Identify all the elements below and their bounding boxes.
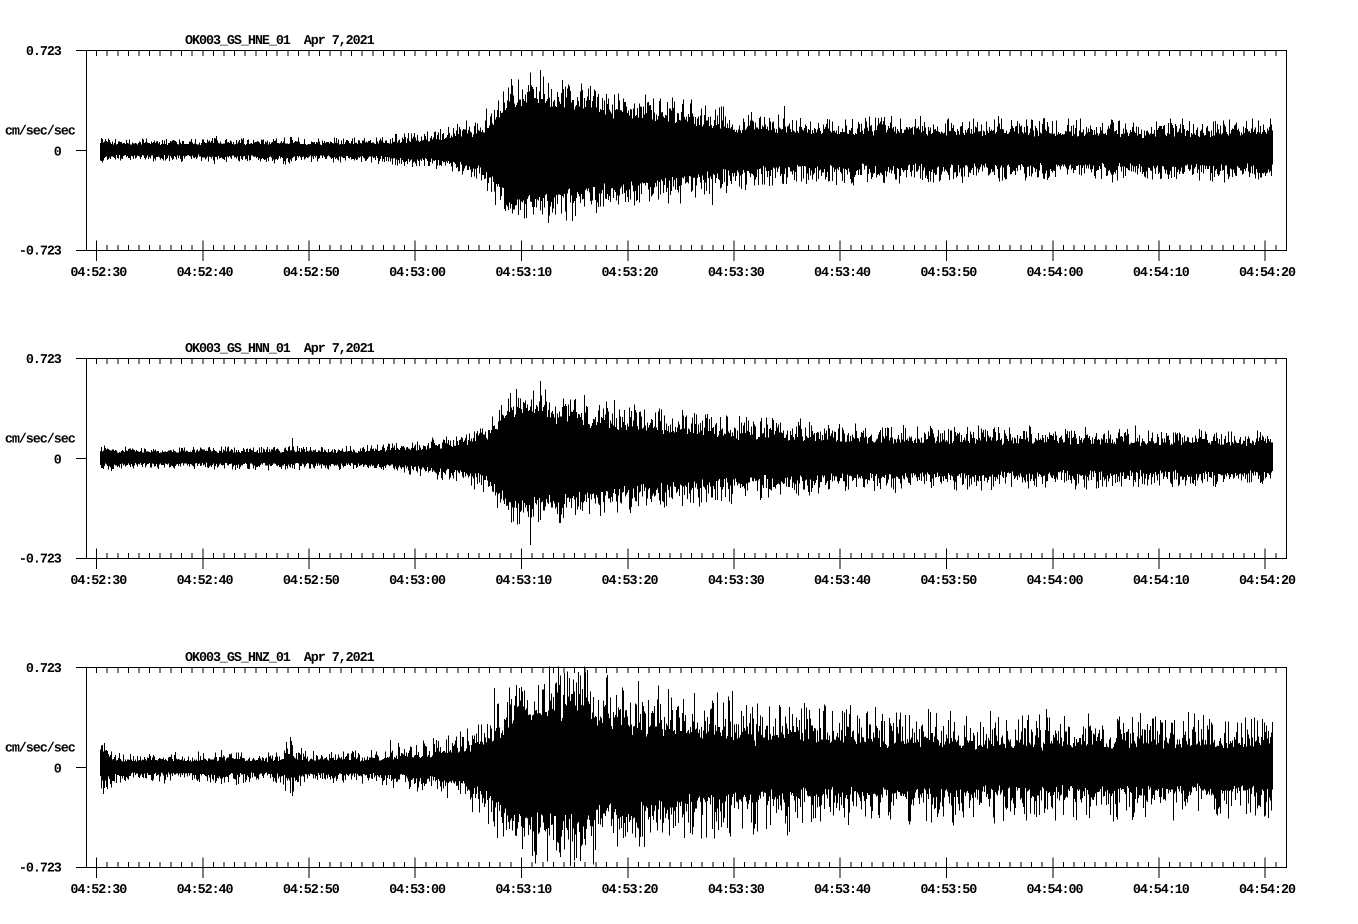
svg-text:cm/sec/sec: cm/sec/sec: [5, 742, 76, 757]
svg-text:-0.723: -0.723: [19, 862, 62, 877]
svg-text:0.723: 0.723: [26, 45, 62, 60]
svg-text:04:54:20: 04:54:20: [1239, 266, 1296, 281]
svg-text:04:53:00: 04:53:00: [389, 883, 446, 898]
svg-text:OK003_GS_HNZ_01 Apr 7,2021: OK003_GS_HNZ_01 Apr 7,2021: [185, 651, 375, 666]
svg-text:04:52:40: 04:52:40: [177, 883, 234, 898]
svg-text:04:53:40: 04:53:40: [814, 266, 871, 281]
svg-text:04:53:20: 04:53:20: [602, 574, 659, 589]
svg-text:0.723: 0.723: [26, 662, 62, 677]
svg-text:04:53:50: 04:53:50: [920, 266, 977, 281]
svg-text:0.723: 0.723: [26, 353, 62, 368]
svg-text:04:52:50: 04:52:50: [283, 574, 340, 589]
svg-text:04:54:00: 04:54:00: [1027, 266, 1084, 281]
svg-text:04:54:00: 04:54:00: [1027, 574, 1084, 589]
svg-text:04:52:40: 04:52:40: [177, 574, 234, 589]
svg-text:04:53:40: 04:53:40: [814, 883, 871, 898]
svg-text:04:54:10: 04:54:10: [1133, 266, 1190, 281]
svg-text:04:53:00: 04:53:00: [389, 574, 446, 589]
svg-text:04:53:50: 04:53:50: [920, 883, 977, 898]
svg-text:04:53:00: 04:53:00: [389, 266, 446, 281]
svg-text:04:54:10: 04:54:10: [1133, 574, 1190, 589]
svg-text:04:53:30: 04:53:30: [708, 574, 765, 589]
svg-text:OK003_GS_HNE_01 Apr 7,2021: OK003_GS_HNE_01 Apr 7,2021: [185, 34, 375, 49]
svg-text:04:52:50: 04:52:50: [283, 266, 340, 281]
svg-text:-0.723: -0.723: [19, 245, 62, 260]
svg-text:04:53:10: 04:53:10: [495, 574, 552, 589]
svg-text:04:53:10: 04:53:10: [495, 883, 552, 898]
svg-text:04:54:00: 04:54:00: [1027, 883, 1084, 898]
svg-text:04:52:30: 04:52:30: [70, 266, 127, 281]
svg-text:04:53:20: 04:53:20: [602, 266, 659, 281]
svg-text:04:52:40: 04:52:40: [177, 266, 234, 281]
svg-text:04:52:30: 04:52:30: [70, 883, 127, 898]
svg-text:-0.723: -0.723: [19, 553, 62, 568]
svg-text:04:52:50: 04:52:50: [283, 883, 340, 898]
svg-text:04:54:10: 04:54:10: [1133, 883, 1190, 898]
svg-text:0: 0: [54, 762, 62, 777]
svg-text:04:54:20: 04:54:20: [1239, 883, 1296, 898]
svg-text:04:52:30: 04:52:30: [70, 574, 127, 589]
svg-text:04:53:30: 04:53:30: [708, 883, 765, 898]
svg-text:cm/sec/sec: cm/sec/sec: [5, 433, 76, 448]
svg-text:cm/sec/sec: cm/sec/sec: [5, 125, 76, 140]
svg-text:04:54:20: 04:54:20: [1239, 574, 1296, 589]
svg-text:0: 0: [54, 453, 62, 468]
svg-text:04:53:50: 04:53:50: [920, 574, 977, 589]
svg-text:OK003_GS_HNN_01 Apr 7,2021: OK003_GS_HNN_01 Apr 7,2021: [185, 342, 375, 357]
svg-text:04:53:40: 04:53:40: [814, 574, 871, 589]
svg-text:04:53:10: 04:53:10: [495, 266, 552, 281]
svg-text:04:53:20: 04:53:20: [602, 883, 659, 898]
svg-text:04:53:30: 04:53:30: [708, 266, 765, 281]
svg-text:0: 0: [54, 145, 62, 160]
